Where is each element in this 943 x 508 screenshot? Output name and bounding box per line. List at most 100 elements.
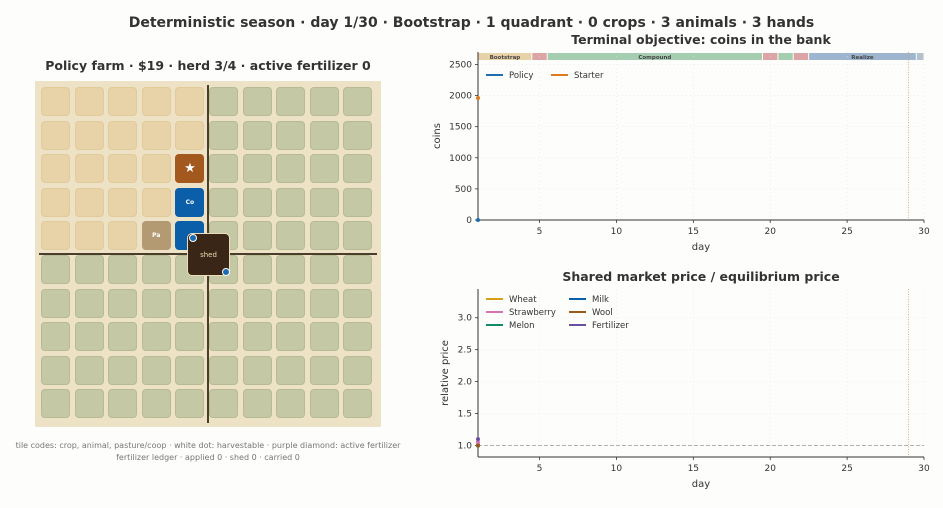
pasture-tile[interactable]: [276, 154, 306, 184]
crop-tile[interactable]: [108, 187, 138, 217]
pasture-tile[interactable]: [108, 255, 138, 284]
pasture-tile[interactable]: [242, 87, 272, 116]
pasture-tile[interactable]: [175, 288, 205, 318]
pasture-tile[interactable]: [343, 87, 373, 116]
crop-tile[interactable]: [175, 120, 205, 150]
crop-tile[interactable]: [74, 87, 104, 116]
pasture-tile[interactable]: [209, 322, 238, 352]
crop-tile[interactable]: [41, 87, 70, 116]
pasture-tile[interactable]: [276, 120, 306, 150]
pasture-tile[interactable]: [242, 221, 272, 251]
pasture-tile[interactable]: [209, 355, 238, 385]
pasture-tile[interactable]: [276, 87, 306, 116]
pasture-tile[interactable]: [343, 255, 373, 284]
animal-tile[interactable]: Pa: [141, 221, 171, 251]
crop-tile[interactable]: [108, 120, 138, 150]
crop-tile[interactable]: [74, 120, 104, 150]
phase-band: [916, 53, 924, 60]
crop-tile[interactable]: [41, 187, 70, 217]
crop-tile[interactable]: [108, 221, 138, 251]
pasture-tile[interactable]: [74, 355, 104, 385]
pasture-tile[interactable]: [242, 154, 272, 184]
crop-tile[interactable]: [41, 120, 70, 150]
pasture-tile[interactable]: [108, 355, 138, 385]
pasture-tile[interactable]: [41, 255, 70, 284]
pasture-tile[interactable]: [209, 87, 238, 116]
pasture-tile[interactable]: [74, 389, 104, 419]
pasture-tile[interactable]: [141, 322, 171, 352]
pasture-tile[interactable]: [141, 389, 171, 419]
pasture-tile[interactable]: [141, 288, 171, 318]
pasture-tile[interactable]: [343, 389, 373, 419]
pasture-tile[interactable]: [343, 187, 373, 217]
crop-tile[interactable]: [141, 120, 171, 150]
pasture-tile[interactable]: [209, 389, 238, 419]
pasture-tile[interactable]: [74, 322, 104, 352]
pasture-tile[interactable]: [41, 288, 70, 318]
pasture-tile[interactable]: [343, 120, 373, 150]
pasture-tile[interactable]: [108, 322, 138, 352]
pasture-tile[interactable]: [108, 288, 138, 318]
pasture-tile[interactable]: [343, 322, 373, 352]
pasture-tile[interactable]: [209, 154, 238, 184]
y-tick-label: 2.5: [458, 346, 472, 356]
crop-tile[interactable]: [141, 87, 171, 116]
crop-tile[interactable]: [108, 87, 138, 116]
pasture-tile[interactable]: [309, 288, 339, 318]
pasture-tile[interactable]: [276, 389, 306, 419]
pasture-tile[interactable]: [242, 288, 272, 318]
pasture-tile[interactable]: [41, 322, 70, 352]
pasture-tile[interactable]: [309, 87, 339, 116]
legend-label: Strawberry: [509, 308, 556, 318]
pasture-tile[interactable]: [309, 255, 339, 284]
crop-tile[interactable]: [108, 154, 138, 184]
y-tick-label: 1000: [449, 154, 472, 164]
pasture-tile[interactable]: [242, 389, 272, 419]
animal-tile[interactable]: Co: [175, 187, 205, 217]
pasture-tile[interactable]: [242, 187, 272, 217]
pasture-tile[interactable]: [276, 355, 306, 385]
pasture-tile[interactable]: [309, 154, 339, 184]
pasture-tile[interactable]: [309, 221, 339, 251]
crop-tile[interactable]: [74, 187, 104, 217]
crop-tile[interactable]: [74, 221, 104, 251]
pasture-tile[interactable]: [141, 255, 171, 284]
crop-tile[interactable]: [41, 221, 70, 251]
pasture-tile[interactable]: [74, 255, 104, 284]
pasture-tile[interactable]: [343, 288, 373, 318]
pasture-tile[interactable]: [242, 255, 272, 284]
pasture-tile[interactable]: [343, 154, 373, 184]
pasture-tile[interactable]: [175, 322, 205, 352]
pasture-tile[interactable]: [209, 187, 238, 217]
pasture-tile[interactable]: [141, 355, 171, 385]
pasture-tile[interactable]: [276, 187, 306, 217]
pasture-tile[interactable]: [41, 355, 70, 385]
pasture-tile[interactable]: [276, 288, 306, 318]
pasture-tile[interactable]: [242, 322, 272, 352]
pasture-tile[interactable]: [74, 288, 104, 318]
pasture-tile[interactable]: [309, 355, 339, 385]
pasture-tile[interactable]: [175, 389, 205, 419]
crop-tile[interactable]: [141, 187, 171, 217]
pasture-tile[interactable]: [276, 255, 306, 284]
pasture-tile[interactable]: [108, 389, 138, 419]
pasture-tile[interactable]: [175, 355, 205, 385]
pasture-tile[interactable]: [309, 322, 339, 352]
pasture-tile[interactable]: [209, 120, 238, 150]
pasture-tile[interactable]: [242, 120, 272, 150]
crop-tile[interactable]: [74, 154, 104, 184]
pasture-tile[interactable]: [41, 389, 70, 419]
pasture-tile[interactable]: [309, 120, 339, 150]
crop-tile[interactable]: [141, 154, 171, 184]
pasture-tile[interactable]: [343, 221, 373, 251]
pasture-tile[interactable]: [276, 322, 306, 352]
pasture-tile[interactable]: [242, 355, 272, 385]
crop-tile[interactable]: [41, 154, 70, 184]
animal-tile[interactable]: ★: [175, 154, 205, 184]
pasture-tile[interactable]: [343, 355, 373, 385]
pasture-tile[interactable]: [309, 389, 339, 419]
pasture-tile[interactable]: [209, 288, 238, 318]
pasture-tile[interactable]: [276, 221, 306, 251]
pasture-tile[interactable]: [309, 187, 339, 217]
crop-tile[interactable]: [175, 87, 205, 116]
